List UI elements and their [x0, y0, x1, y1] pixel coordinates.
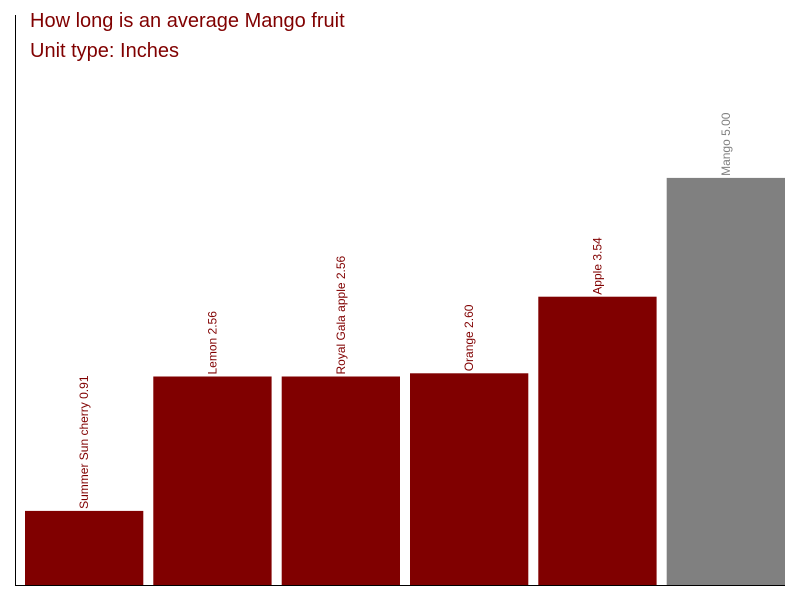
bar-royal-gala-apple [281, 376, 400, 585]
data-label-summer-sun-cherry: Summer Sun cherry 0.91 [77, 375, 91, 509]
bar-apple [538, 296, 657, 585]
bar-orange [410, 373, 529, 585]
data-label-lemon: Lemon 2.56 [205, 311, 219, 375]
data-label-mango: Mango 5.00 [719, 112, 733, 176]
bar-mango [666, 177, 785, 585]
bar-summer-sun-cherry [25, 510, 144, 585]
data-label-apple: Apple 3.54 [590, 237, 604, 295]
chart-title: How long is an average Mango fruit [30, 10, 345, 32]
data-label-royal-gala-apple: Royal Gala apple 2.56 [334, 255, 348, 374]
data-label-orange: Orange 2.60 [462, 304, 476, 371]
chart-subtitle: Unit type: Inches [30, 40, 179, 62]
bar-lemon [153, 376, 272, 585]
